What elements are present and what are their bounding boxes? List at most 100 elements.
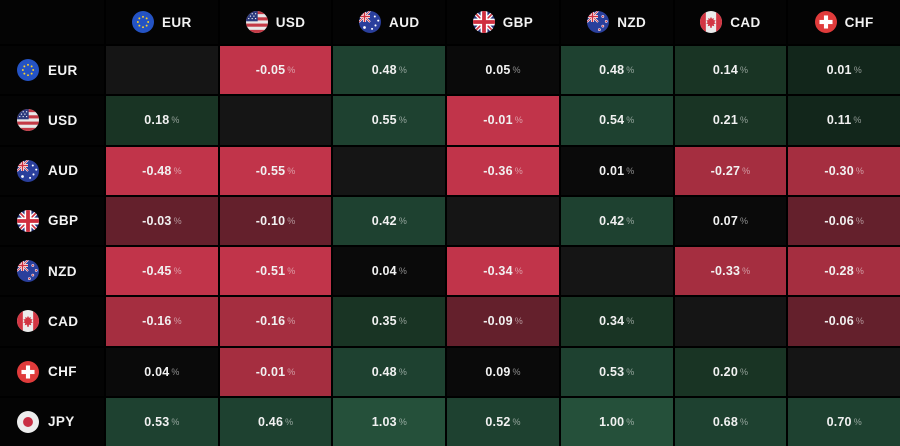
cell-CHF-USD[interactable]: -0.01% <box>219 347 332 396</box>
percent-sign: % <box>512 65 521 76</box>
row-header-CAD: CAD <box>0 297 104 346</box>
cell-JPY-EUR[interactable]: 0.53% <box>106 397 218 446</box>
cell-CAD-AUD[interactable]: 0.35% <box>333 297 446 346</box>
cell-NZD-USD[interactable]: -0.51% <box>219 247 332 296</box>
cell-value: 0.34 <box>599 314 625 329</box>
nzd-flag-icon <box>587 11 610 33</box>
cell-value: -0.16 <box>255 314 286 329</box>
cell-CAD-CHF[interactable]: -0.06% <box>788 297 900 346</box>
cell-USD-EUR[interactable]: 0.18% <box>106 96 218 145</box>
column-header-AUD: AUD <box>333 0 446 44</box>
cell-GBP-USD[interactable]: -0.10% <box>219 196 332 245</box>
cell-NZD-CHF[interactable]: -0.28% <box>788 247 900 296</box>
cell-CHF-EUR[interactable]: 0.04% <box>106 347 218 396</box>
cell-EUR-CAD[interactable]: 0.14% <box>674 46 787 95</box>
percent-sign: % <box>398 115 407 126</box>
cell-CAD-EUR[interactable]: -0.16% <box>106 297 218 346</box>
cell-AUD-USD[interactable]: -0.55% <box>219 146 332 195</box>
cell-GBP-GBP <box>447 196 559 245</box>
percent-sign: % <box>398 266 407 277</box>
percent-sign: % <box>853 115 862 126</box>
cell-AUD-EUR[interactable]: -0.48% <box>106 146 218 195</box>
percent-sign: % <box>171 115 180 126</box>
cell-USD-CAD[interactable]: 0.21% <box>674 96 787 145</box>
cell-NZD-AUD[interactable]: 0.04% <box>333 247 446 296</box>
cell-value: 0.48 <box>371 364 397 379</box>
cell-value: 0.42 <box>371 213 397 228</box>
cell-USD-NZD[interactable]: 0.54% <box>560 96 673 145</box>
cell-value: 0.53 <box>599 364 625 379</box>
cell-EUR-NZD[interactable]: 0.48% <box>560 46 673 95</box>
cell-value: -0.09 <box>483 314 513 329</box>
cell-CHF-AUD[interactable]: 0.48% <box>333 347 446 396</box>
cell-GBP-EUR[interactable]: -0.03% <box>106 196 218 245</box>
percent-sign: % <box>626 115 635 126</box>
cell-value: -0.16 <box>142 314 172 329</box>
cell-GBP-CHF[interactable]: -0.06% <box>788 196 900 245</box>
cell-AUD-NZD[interactable]: 0.01% <box>560 146 673 195</box>
percent-sign: % <box>287 165 296 176</box>
percent-sign: % <box>512 366 521 377</box>
cell-EUR-GBP[interactable]: 0.05% <box>447 46 559 95</box>
cell-CHF-NZD[interactable]: 0.53% <box>560 347 673 396</box>
cell-value: -0.33 <box>710 264 741 279</box>
cell-JPY-CAD[interactable]: 0.68% <box>674 397 787 446</box>
cell-JPY-NZD[interactable]: 1.00% <box>560 397 673 446</box>
eur-flag-icon <box>17 59 39 82</box>
row-header-label: NZD <box>48 263 77 279</box>
cell-JPY-USD[interactable]: 0.46% <box>219 397 332 446</box>
percent-sign: % <box>739 115 748 126</box>
percent-sign: % <box>173 316 182 327</box>
cell-EUR-AUD[interactable]: 0.48% <box>333 46 446 95</box>
cell-GBP-CAD[interactable]: 0.07% <box>674 196 787 245</box>
column-header-USD: USD <box>219 0 332 44</box>
usd-flag-icon <box>245 11 268 33</box>
row-header-label: USD <box>48 112 78 128</box>
cell-value: 1.03 <box>371 414 397 429</box>
percent-sign: % <box>742 165 751 176</box>
cell-value: -0.01 <box>255 364 286 379</box>
column-header-GBP: GBP <box>447 0 559 44</box>
cell-NZD-CAD[interactable]: -0.33% <box>674 247 787 296</box>
cell-AUD-GBP[interactable]: -0.36% <box>447 146 559 195</box>
column-header-NZD: NZD <box>560 0 673 44</box>
cell-JPY-CHF[interactable]: 0.70% <box>788 397 900 446</box>
cell-value: 0.05 <box>485 63 511 78</box>
row-header-CHF: CHF <box>0 347 104 396</box>
cell-CHF-CAD[interactable]: 0.20% <box>674 347 787 396</box>
cell-JPY-AUD[interactable]: 1.03% <box>333 397 446 446</box>
percent-sign: % <box>626 316 635 327</box>
percent-sign: % <box>739 215 748 226</box>
percent-sign: % <box>173 165 182 176</box>
chf-flag-icon <box>17 360 39 383</box>
matrix-corner <box>0 0 104 44</box>
cell-NZD-GBP[interactable]: -0.34% <box>447 247 559 296</box>
aud-flag-icon <box>359 11 382 33</box>
cell-AUD-CHF[interactable]: -0.30% <box>788 146 900 195</box>
nzd-flag-icon <box>17 260 39 283</box>
cell-value: 0.04 <box>144 364 170 379</box>
cell-value: 0.48 <box>371 63 397 78</box>
cell-value: -0.28 <box>824 264 854 279</box>
cell-USD-CHF[interactable]: 0.11% <box>788 96 900 145</box>
gbp-flag-icon <box>17 209 39 232</box>
percent-sign: % <box>514 165 523 176</box>
cell-EUR-USD[interactable]: -0.05% <box>219 46 332 95</box>
cell-CAD-NZD[interactable]: 0.34% <box>560 297 673 346</box>
cell-value: -0.10 <box>255 213 286 228</box>
cell-AUD-CAD[interactable]: -0.27% <box>674 146 787 195</box>
cell-value: 1.00 <box>599 414 625 429</box>
percent-sign: % <box>626 215 635 226</box>
cell-GBP-NZD[interactable]: 0.42% <box>560 196 673 245</box>
cell-NZD-EUR[interactable]: -0.45% <box>106 247 218 296</box>
cell-GBP-AUD[interactable]: 0.42% <box>333 196 446 245</box>
cell-CHF-GBP[interactable]: 0.09% <box>447 347 559 396</box>
cell-CAD-GBP[interactable]: -0.09% <box>447 297 559 346</box>
cell-USD-AUD[interactable]: 0.55% <box>333 96 446 145</box>
cell-EUR-CHF[interactable]: 0.01% <box>788 46 900 95</box>
cell-value: 0.53 <box>144 414 170 429</box>
cell-JPY-GBP[interactable]: 0.52% <box>447 397 559 446</box>
cell-USD-GBP[interactable]: -0.01% <box>447 96 559 145</box>
cell-CAD-USD[interactable]: -0.16% <box>219 297 332 346</box>
percent-sign: % <box>626 416 635 427</box>
